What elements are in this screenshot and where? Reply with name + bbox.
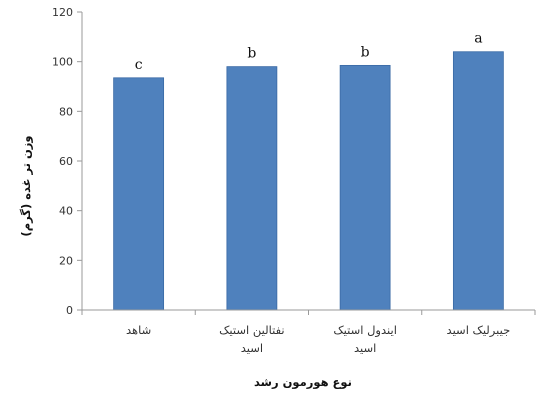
y-tick-label: 20 [59,254,73,267]
bar [339,64,391,311]
significance-letter: b [247,46,256,62]
y-tick-label: 60 [59,155,73,168]
significance-letter: a [474,31,482,47]
y-axis: 0 20 40 60 80 100 120 [52,6,83,317]
y-axis-title: وزن تر غده (گرم) [19,135,34,236]
bars [113,51,504,311]
y-tick-label: 80 [59,105,73,118]
x-axis: شاهد نفتالین استیک اسید ایندول استیک اسید جیب… [81,309,536,355]
y-tick-label: 40 [59,205,73,218]
y-tick-label: 120 [52,6,73,19]
x-axis-title: نوع هورمون رشد [254,375,352,390]
x-tick-label: جیبرلیک اسید [447,323,511,338]
y-tick-label: 0 [66,304,73,317]
x-tick-label: نفتالین استیک اسید [219,323,284,355]
y-tick-label: 100 [52,56,73,69]
bar [226,66,278,311]
x-tick-label: ایندول استیک اسید [333,323,397,355]
significance-letter: b [361,44,370,60]
bar [113,77,165,311]
bar [452,51,504,311]
significance-letters: c b b a [135,31,483,73]
significance-letter: c [135,57,143,73]
x-tick-label: شاهد [126,323,151,337]
